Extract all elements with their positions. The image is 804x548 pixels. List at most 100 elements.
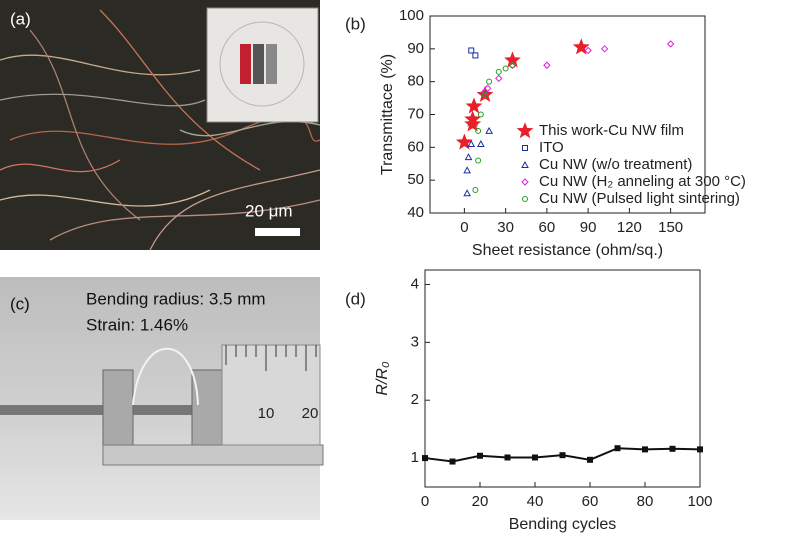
scale-bar-label: 20 μm <box>245 201 293 220</box>
legend-label: ITO <box>539 139 564 156</box>
y-tick-label: 80 <box>407 73 424 90</box>
y-tick-label: 2 <box>411 391 419 408</box>
ruler-ticks <box>225 345 317 371</box>
square-marker <box>642 446 648 453</box>
diamond-marker <box>495 74 503 83</box>
diamond-marker <box>521 178 529 186</box>
inset-logo <box>240 44 251 84</box>
legend-label: Cu NW (w/o treatment) <box>539 156 692 173</box>
square-marker <box>422 455 428 462</box>
x-tick-label: 80 <box>637 493 654 510</box>
x-axis-label: Sheet resistance (ohm/sq.) <box>472 242 663 259</box>
bent-film <box>132 348 199 406</box>
x-tick-label: 100 <box>687 493 712 510</box>
square-marker <box>559 452 566 459</box>
circle-marker <box>475 157 482 164</box>
x-tick-label: 0 <box>460 219 468 236</box>
square-marker <box>587 456 593 463</box>
triangle-marker <box>467 140 476 148</box>
diamond-marker <box>666 40 675 48</box>
annotation: Strain: 1.46% <box>86 315 188 334</box>
triangle-marker <box>463 189 471 197</box>
diamond-marker <box>543 61 551 69</box>
x-tick-label: 150 <box>658 219 683 236</box>
square-marker <box>472 52 479 59</box>
x-tick-label: 60 <box>539 219 556 236</box>
star-marker <box>464 115 482 132</box>
circle-marker <box>475 127 482 134</box>
circle-marker <box>486 78 493 85</box>
inset-logo <box>253 44 264 84</box>
inset-logo <box>266 44 277 84</box>
square-marker <box>697 446 703 453</box>
square-marker <box>477 452 483 459</box>
y-axis-label: Transmittace (%) <box>379 54 396 175</box>
y-tick-label: 3 <box>411 333 419 350</box>
scale-bar <box>255 228 300 236</box>
star-marker <box>504 51 521 68</box>
circle-marker <box>502 65 509 72</box>
triangle-marker <box>464 153 473 161</box>
photo-a: (a) 20 μm <box>0 0 321 251</box>
ruler-label: 20 <box>302 405 319 422</box>
triangle-marker <box>485 126 493 134</box>
panel-label: (d) <box>345 289 366 308</box>
square-marker <box>614 445 621 452</box>
square-marker <box>522 145 528 151</box>
x-tick-label: 60 <box>582 493 599 510</box>
x-tick-label: 120 <box>617 219 642 236</box>
x-tick-label: 20 <box>472 493 489 510</box>
diamond-marker <box>600 45 609 53</box>
diamond-marker <box>484 84 492 92</box>
x-tick-label: 90 <box>580 219 597 236</box>
square-marker <box>532 454 538 461</box>
star-marker <box>464 110 482 127</box>
square-marker <box>669 445 676 452</box>
x-tick-label: 40 <box>527 493 544 510</box>
legend-label: Cu NW (H₂ anneling at 300 °C) <box>539 173 746 190</box>
panel-label: (a) <box>10 9 31 28</box>
base <box>102 444 324 466</box>
ruler <box>221 344 321 446</box>
circle-marker <box>495 68 502 75</box>
square-marker <box>449 458 456 465</box>
y-tick-label: 100 <box>399 7 424 24</box>
square-marker <box>468 47 475 54</box>
y-tick-label: 40 <box>407 204 424 221</box>
circle-marker <box>477 111 484 118</box>
square-marker <box>504 454 511 461</box>
circle-marker <box>509 62 516 69</box>
triangle-marker <box>521 160 529 168</box>
legend-label: This work-Cu NW film <box>539 122 684 139</box>
circle-marker <box>522 196 528 202</box>
y-tick-label: 1 <box>411 449 419 466</box>
star-marker <box>572 38 590 55</box>
star-marker <box>465 97 483 114</box>
triangle-marker <box>477 140 485 148</box>
panel-label: (c) <box>10 294 30 313</box>
legend-label: Cu NW (Pulsed light sintering) <box>539 190 740 207</box>
circle-marker <box>472 187 479 194</box>
threaded-rod <box>0 405 320 415</box>
x-tick-label: 30 <box>497 219 514 236</box>
x-tick-label: 0 <box>421 493 429 510</box>
diamond-marker <box>584 46 592 55</box>
annotation: Bending radius: 3.5 mm <box>86 289 266 308</box>
circle-marker <box>482 91 488 98</box>
star-marker <box>455 133 473 150</box>
y-axis-label: R/R₀ <box>374 361 391 396</box>
y-tick-label: 90 <box>407 40 424 57</box>
inset-logo <box>219 21 305 107</box>
y-tick-label: 70 <box>407 105 424 122</box>
ruler-label: 10 <box>258 405 275 422</box>
panel-label: (b) <box>345 14 366 33</box>
plot-frame <box>424 269 701 488</box>
x-axis-label: Bending cycles <box>509 516 617 533</box>
y-tick-label: 50 <box>407 171 424 188</box>
y-tick-label: 4 <box>411 275 419 292</box>
triangle-marker <box>463 166 471 174</box>
photo-c: (c) Bending radius: 3.5 mm Strain: 1.46%… <box>0 277 324 520</box>
y-tick-label: 60 <box>407 138 424 155</box>
